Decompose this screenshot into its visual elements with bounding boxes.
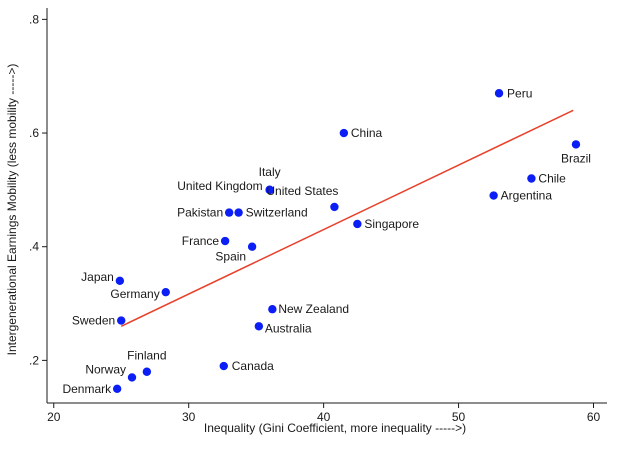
data-point-germany [161, 287, 170, 297]
y-axis-ticks: .2 .4 .6 .8 [29, 12, 47, 367]
point-label-denmark: Denmark [62, 382, 112, 396]
point-label-canada: Canada [232, 359, 274, 373]
point-label-japan: Japan [81, 270, 114, 284]
point-label-sweden: Sweden [72, 314, 115, 328]
point-label-chile: Chile [538, 172, 566, 186]
point-label-united-kingdom: United Kingdom [177, 179, 262, 193]
point-label-argentina: Argentina [501, 189, 553, 203]
data-point-finland [142, 367, 152, 376]
x-axis-ticks: 20 30 40 50 60 [47, 403, 601, 424]
data-point-peru [494, 89, 504, 98]
x-tick-label: 50 [452, 410, 466, 424]
plot-area: PeruChinaBrazilChileArgentinaItalyUnited… [62, 86, 590, 396]
point-label-united-states: United States [266, 184, 338, 198]
x-tick-label: 60 [587, 410, 601, 424]
data-point-china [339, 128, 349, 138]
point-label-peru: Peru [507, 86, 532, 100]
data-point-chile [527, 174, 536, 183]
point-label-germany: Germany [110, 287, 159, 301]
data-point-japan [115, 276, 125, 286]
point-label-china: China [351, 126, 383, 140]
x-tick-label: 40 [317, 410, 331, 424]
data-point-denmark [112, 384, 122, 393]
point-label-finland: Finland [127, 349, 166, 363]
x-tick-label: 30 [182, 410, 196, 424]
data-point-pakistan [224, 208, 234, 217]
y-tick-label: .2 [29, 353, 39, 367]
point-label-spain: Spain [215, 250, 246, 264]
fitted-line [120, 109, 574, 327]
data-point-norway [127, 373, 137, 382]
data-point-switzerland [234, 208, 243, 217]
data-point-canada [219, 361, 228, 371]
x-tick-label: 20 [47, 410, 61, 424]
y-tick-label: .4 [29, 240, 39, 254]
x-axis-title: Inequality (Gini Coefficient, more inequ… [204, 421, 466, 435]
point-label-singapore: Singapore [364, 217, 419, 231]
y-tick-label: .8 [29, 12, 39, 26]
y-tick-label: .6 [29, 126, 39, 140]
y-axis-title: Intergenerational Earnings Mobility (les… [5, 64, 19, 356]
point-label-norway: Norway [85, 362, 126, 376]
data-point-argentina [489, 191, 498, 200]
point-label-switzerland: Switzerland [246, 206, 308, 220]
data-point-united-states [330, 202, 339, 212]
point-label-australia: Australia [265, 321, 312, 335]
point-label-france: France [182, 234, 220, 248]
data-point-singapore [353, 219, 362, 229]
point-label-new-zealand: New Zealand [278, 302, 349, 316]
data-point-united-kingdom [265, 185, 274, 195]
data-point-sweden [117, 316, 126, 325]
point-label-italy: Italy [259, 165, 281, 179]
point-label-brazil: Brazil [561, 151, 591, 165]
data-point-brazil [571, 140, 581, 149]
data-point-new-zealand [268, 305, 277, 314]
data-point-spain [247, 242, 257, 251]
data-point-france [220, 236, 230, 246]
point-label-pakistan: Pakistan [177, 206, 223, 220]
data-point-australia [254, 322, 264, 331]
